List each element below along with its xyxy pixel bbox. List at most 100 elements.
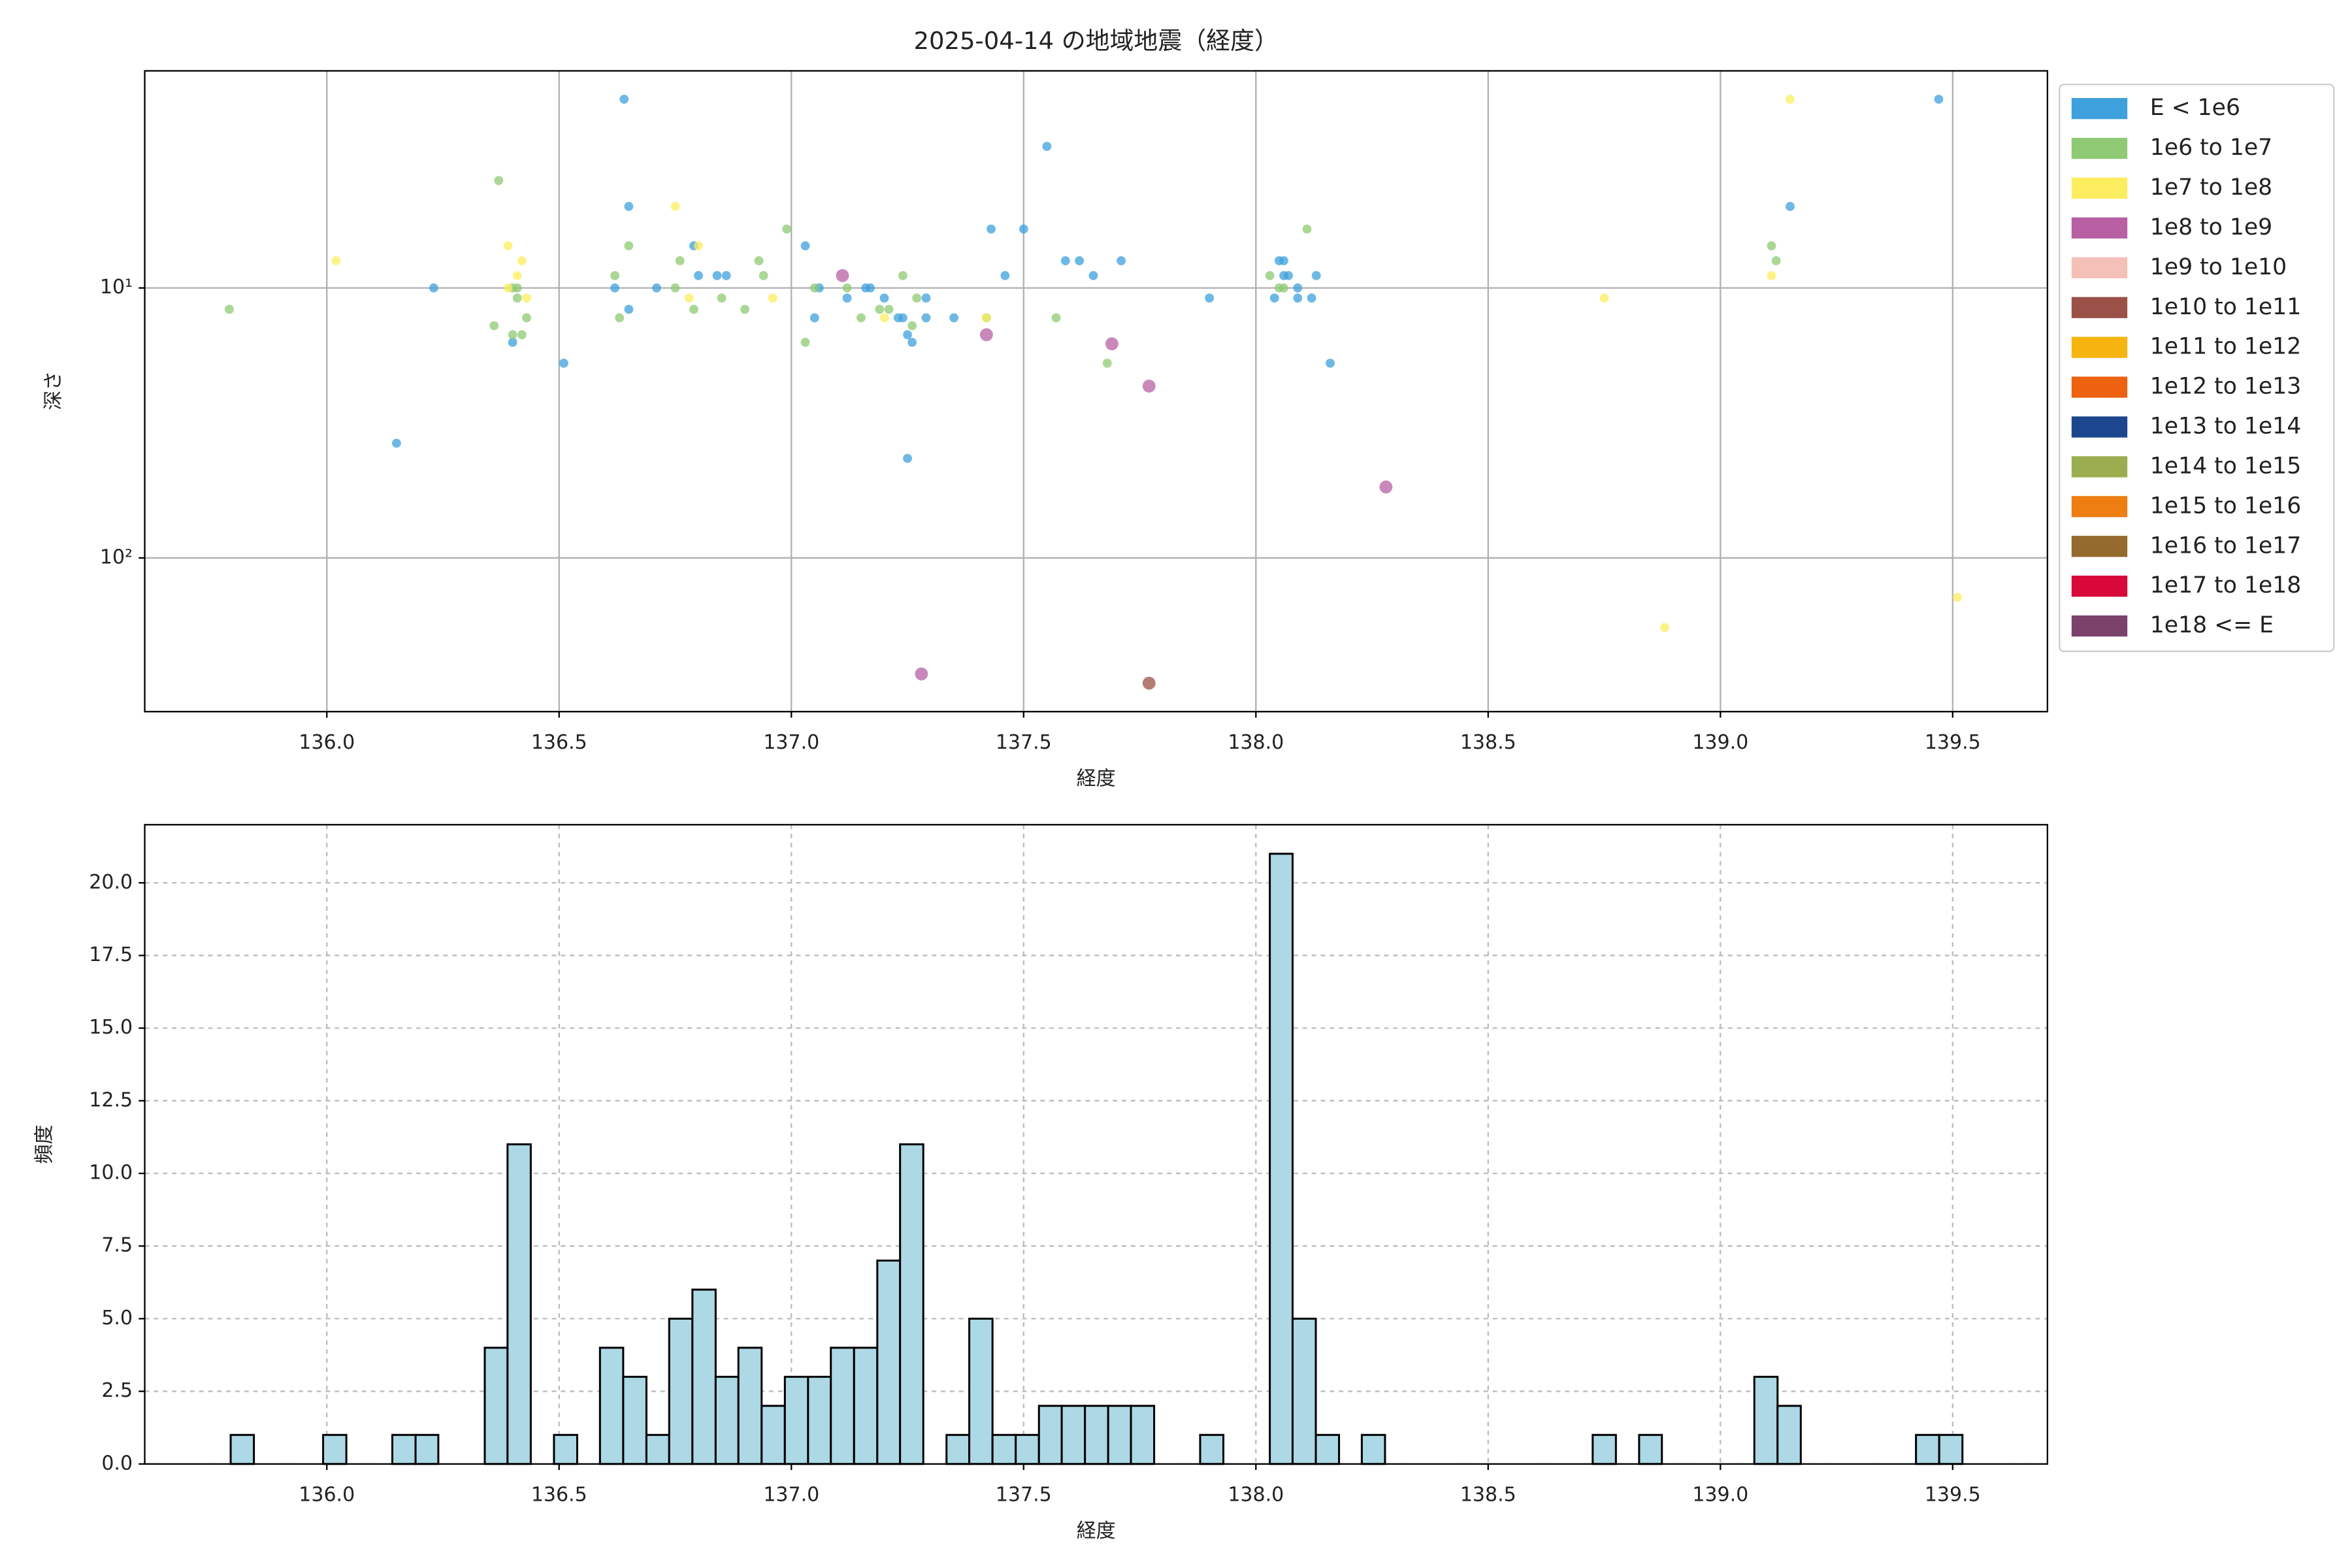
data-point [856,313,866,323]
histogram-bar [876,1259,902,1465]
data-point [903,330,912,340]
y-tick-label: 5.0 [101,1307,133,1330]
legend-swatch [2071,456,2128,478]
data-point [1265,270,1275,280]
histogram-bar [991,1433,1017,1465]
histogram-bar [1592,1433,1617,1465]
data-point [624,241,634,251]
legend-label: 1e15 to 1e16 [2150,493,2301,519]
data-point [740,304,750,314]
data-point [1599,293,1609,303]
data-point [1117,256,1126,266]
histogram-bar [760,1405,786,1465]
y-axis-label: 頻度 [33,1125,56,1164]
legend-label: 1e6 to 1e7 [2150,135,2272,161]
data-point [879,293,889,303]
histogram-bar [1360,1433,1386,1465]
x-tick-label: 139.5 [1925,731,1981,754]
data-point [866,283,875,293]
data-point [921,313,931,323]
x-tick-label: 136.0 [299,731,355,754]
y-tick-label: 12.5 [89,1088,133,1111]
legend-swatch [2071,496,2128,517]
data-point [1767,241,1776,251]
data-point [508,338,517,347]
histogram-bar [968,1317,994,1465]
histogram-bar [1060,1405,1086,1465]
legend-label: 1e7 to 1e8 [2150,174,2272,201]
data-point [512,293,522,303]
data-point [1105,337,1119,351]
data-point [912,293,922,303]
data-point [903,453,912,463]
data-point [652,283,661,293]
data-point [1142,676,1156,690]
x-axis-label: 経度 [1077,768,1116,791]
y-tick-label: 15.0 [89,1016,133,1039]
data-point [721,270,731,280]
data-point [1019,224,1028,234]
data-point [512,270,522,280]
data-point [898,270,907,280]
data-point [1311,270,1321,280]
legend-label: 1e13 to 1e14 [2150,414,2301,440]
data-point [675,256,685,266]
data-point [921,293,931,303]
legend-label: 1e8 to 1e9 [2150,214,2272,240]
histogram-bar [391,1433,417,1465]
y-tick-label: 7.5 [101,1234,133,1257]
y-axis-label: 深さ [42,371,65,410]
histogram-bar [322,1433,348,1465]
data-point [1042,142,1052,151]
plot-frame [144,70,2048,713]
histogram-bar [853,1347,879,1465]
data-point [689,304,698,314]
histogram-bar [414,1433,440,1465]
data-point [1934,94,1944,104]
data-point [800,338,810,347]
histogram-bar [1776,1405,1802,1465]
legend-label: 1e11 to 1e12 [2150,334,2301,360]
data-point [1060,256,1070,266]
data-point [907,338,917,347]
data-point [522,293,531,303]
data-point [1786,202,1795,211]
histogram-bar [737,1347,763,1465]
histogram-bar [1291,1317,1317,1465]
data-point [331,256,341,266]
histogram-bar [668,1317,694,1465]
plot-frame [144,824,2048,1465]
data-point [1786,94,1795,104]
data-point [1279,283,1288,293]
data-point [684,293,694,303]
x-tick-label: 137.5 [996,1484,1052,1507]
histogram-bar [1015,1433,1040,1465]
data-point [1075,256,1085,266]
legend-swatch [2071,416,2128,438]
x-tick-label: 138.5 [1460,731,1516,754]
histogram-bar [1638,1433,1663,1465]
data-point [1142,380,1156,393]
data-point [1269,293,1279,303]
data-point [517,256,527,266]
histogram-bar [645,1433,670,1465]
data-point [1051,313,1061,323]
data-point [842,283,852,293]
data-point [754,256,764,266]
histogram-bar [506,1143,532,1465]
x-tick-label: 138.0 [1228,731,1284,754]
data-point [987,224,996,234]
histogram-bar [1037,1405,1063,1465]
data-point [836,269,849,282]
legend-label: 1e17 to 1e18 [2150,572,2301,598]
data-point [610,270,620,280]
y-tick-label: 10² [100,546,133,568]
y-tick-label: 17.5 [89,943,133,966]
legend-frame [2059,84,2335,653]
data-point [1279,256,1288,266]
legend-label: 1e16 to 1e17 [2150,532,2301,559]
data-point [1088,270,1098,280]
legend-swatch [2071,615,2128,637]
legend-swatch [2071,137,2128,159]
